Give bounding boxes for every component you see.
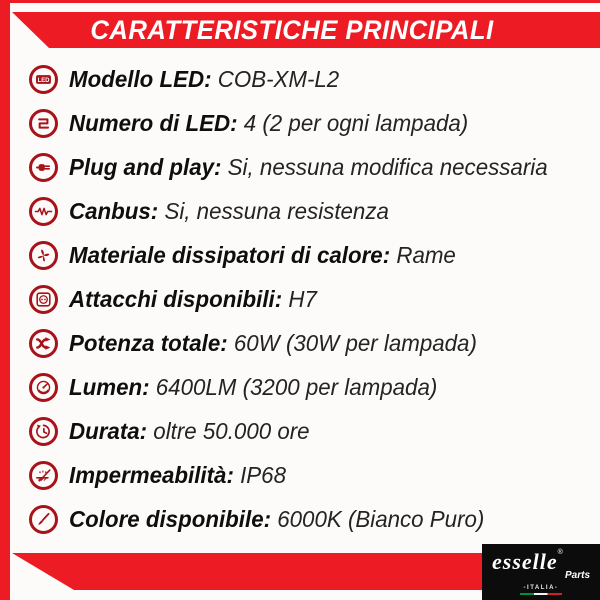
feature-label: Potenza totale: xyxy=(69,330,228,357)
feature-value: 6000K (Bianco Puro) xyxy=(277,506,485,533)
feature-row-colore: Colore disponibile: 6000K (Bianco Puro) xyxy=(29,498,594,542)
feature-label: Colore disponibile: xyxy=(69,506,272,533)
feature-label: Plug and play: xyxy=(69,153,222,180)
led-chip-icon: LED xyxy=(29,64,58,94)
registered-mark: ® xyxy=(557,549,563,556)
header-ribbon: CARATTERISTICHE PRINCIPALI xyxy=(12,12,600,48)
left-red-strip xyxy=(0,0,10,600)
feature-row-durata: Durata: oltre 50.000 ore xyxy=(29,410,594,454)
feature-list: LED Modello LED: COB-XM-L2 Numero di LED… xyxy=(29,57,594,542)
plug-icon xyxy=(29,152,58,182)
brand-name: esselle xyxy=(492,549,558,574)
feature-value: COB-XM-L2 xyxy=(217,65,340,92)
crossed-tools-icon xyxy=(29,329,58,359)
feature-row-lumen: Lumen: 6400LM (3200 per lampada) xyxy=(29,366,594,410)
top-red-strip xyxy=(0,0,600,3)
italian-flag-bar xyxy=(520,593,562,595)
feature-value: IP68 xyxy=(240,462,287,489)
page-title: CARATTERISTICHE PRINCIPALI xyxy=(90,14,494,45)
feature-row-impermeabilita: Impermeabilità: IP68 xyxy=(29,454,594,498)
feature-row-attacchi: Attacchi disponibili: H7 xyxy=(29,277,594,321)
feature-label: Canbus: xyxy=(69,197,159,224)
resistor-icon xyxy=(29,196,58,226)
feature-row-dissipatori: Materiale dissipatori di calore: Rame xyxy=(29,233,594,277)
feature-value: Si, nessuna resistenza xyxy=(164,197,389,224)
svg-text:LED: LED xyxy=(38,77,51,83)
heatsink-fan-icon xyxy=(29,240,58,270)
feature-value: Si, nessuna modifica necessaria xyxy=(227,153,548,180)
feature-value: oltre 50.000 ore xyxy=(153,418,310,445)
socket-icon xyxy=(29,285,58,315)
feature-label: Impermeabilità: xyxy=(69,462,234,489)
feature-label: Attacchi disponibili: xyxy=(69,286,283,313)
paintbrush-icon xyxy=(29,505,58,535)
feature-label: Durata: xyxy=(69,418,148,445)
waterproof-icon xyxy=(29,461,58,491)
feature-value: 60W (30W per lampada) xyxy=(233,330,477,357)
brand-logo: esselle® Parts -ITALIA- xyxy=(482,544,600,600)
count-icon xyxy=(29,108,58,138)
feature-row-plug: Plug and play: Si, nessuna modifica nece… xyxy=(29,145,594,189)
clock-history-icon xyxy=(29,417,58,447)
brand-country: -ITALIA- xyxy=(523,585,559,591)
feature-row-modello: LED Modello LED: COB-XM-L2 xyxy=(29,57,594,101)
feature-value: H7 xyxy=(288,286,317,313)
gauge-icon xyxy=(29,373,58,403)
feature-value: Rame xyxy=(396,241,456,268)
feature-row-canbus: Canbus: Si, nessuna resistenza xyxy=(29,189,594,233)
feature-value: 4 (2 per ogni lampada) xyxy=(243,109,469,136)
feature-row-potenza: Potenza totale: 60W (30W per lampada) xyxy=(29,322,594,366)
feature-value: 6400LM (3200 per lampada) xyxy=(155,374,438,401)
feature-label: Lumen: xyxy=(69,374,150,401)
feature-row-numero: Numero di LED: 4 (2 per ogni lampada) xyxy=(29,101,594,145)
feature-label: Numero di LED: xyxy=(69,109,238,136)
feature-label: Modello LED: xyxy=(69,65,212,92)
feature-label: Materiale dissipatori di calore: xyxy=(69,241,391,268)
brand-subtitle: Parts xyxy=(564,570,590,581)
